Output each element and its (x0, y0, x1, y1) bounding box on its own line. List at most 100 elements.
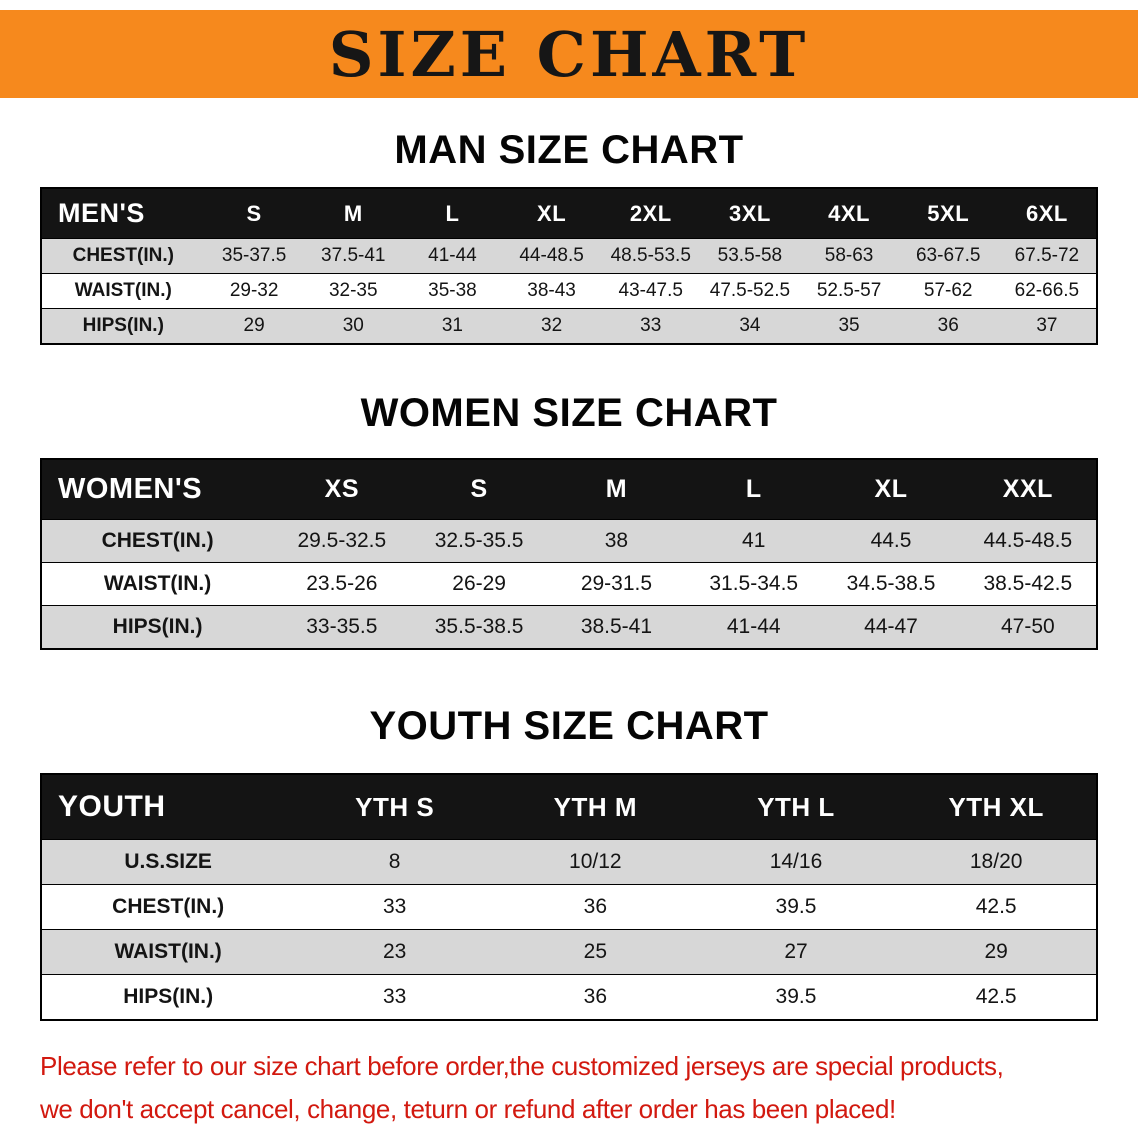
row-label: HIPS(IN.) (41, 308, 205, 344)
row-label: CHEST(IN.) (41, 238, 205, 274)
size-value-cell: 18/20 (896, 839, 1097, 885)
size-value-cell: 29.5-32.5 (273, 519, 411, 563)
size-value-cell: 35-37.5 (204, 238, 304, 274)
size-value-cell: 41-44 (402, 238, 503, 274)
size-value-cell: 39.5 (695, 884, 897, 930)
size-table: MEN'S S M L XL 2XL 3XL 4XL 5XL 6XL CHEST(IN.) 35-37… (40, 187, 1098, 345)
size-value-cell: 35 (799, 308, 899, 344)
youth-size-table: YOUTH YTH S YTH M YTH L YTH XL U.S.SIZE 8 10/12… (40, 773, 1098, 1021)
size-value-cell: 36 (494, 974, 696, 1020)
size-value-cell: 44.5-48.5 (959, 519, 1097, 563)
size-value-cell: 38-43 (502, 273, 602, 309)
row-label: CHEST(IN.) (41, 519, 274, 563)
disclaimer-line-2: we don't accept cancel, change, teturn o… (40, 1094, 896, 1125)
table-corner-label: WOMEN'S (41, 459, 274, 520)
women-size-chart-section: WOMEN SIZE CHART WOMEN'S XS S M L XL XXL CHEST(… (0, 391, 1138, 650)
size-column-header: 3XL (700, 188, 800, 239)
size-column-header: M (303, 188, 403, 239)
size-table: WOMEN'S XS S M L XL XXL CHEST(IN.) 29.5-32.5 32.5… (40, 458, 1098, 650)
size-value-cell: 44-48.5 (502, 238, 602, 274)
size-table-header-row: MEN'S S M L XL 2XL 3XL 4XL 5XL 6XL (41, 188, 1097, 239)
size-value-cell: 37 (997, 308, 1097, 344)
size-column-header: 5XL (898, 188, 998, 239)
size-value-cell: 31.5-34.5 (685, 562, 823, 606)
size-value-cell: 47.5-52.5 (700, 273, 800, 309)
size-chart-page: SIZE CHART MAN SIZE CHART MEN'S S M L XL 2XL 3… (0, 10, 1138, 1127)
size-value-cell: 38.5-42.5 (959, 562, 1097, 606)
size-value-cell: 42.5 (896, 884, 1097, 930)
row-label: WAIST(IN.) (41, 273, 205, 309)
row-label: CHEST(IN.) (41, 884, 295, 930)
size-value-cell: 48.5-53.5 (601, 238, 701, 274)
size-value-cell: 33 (294, 974, 495, 1020)
table-row: WAIST(IN.) 23 25 27 29 (41, 929, 1097, 975)
size-value-cell: 41-44 (685, 605, 823, 649)
man-size-chart-heading: MAN SIZE CHART (394, 128, 744, 172)
size-column-header: 2XL (601, 188, 701, 239)
size-column-header: L (685, 459, 823, 520)
size-value-cell: 33 (294, 884, 495, 930)
size-value-cell: 27 (695, 929, 897, 975)
size-column-header: XXL (959, 459, 1097, 520)
size-value-cell: 57-62 (898, 273, 998, 309)
table-row: CHEST(IN.) 29.5-32.5 32.5-35.5 38 41 44.5 44.5… (41, 519, 1097, 563)
table-corner-label: MEN'S (41, 188, 205, 239)
size-value-cell: 29-32 (204, 273, 304, 309)
size-value-cell: 32-35 (303, 273, 403, 309)
size-value-cell: 63-67.5 (898, 238, 998, 274)
row-label: WAIST(IN.) (41, 562, 274, 606)
size-column-header: XL (822, 459, 960, 520)
table-row: CHEST(IN.) 35-37.5 37.5-41 41-44 44-48.5 48.5… (41, 238, 1097, 274)
size-value-cell: 14/16 (695, 839, 897, 885)
size-column-header: S (204, 188, 304, 239)
size-value-cell: 44.5 (822, 519, 960, 563)
size-value-cell: 47-50 (959, 605, 1097, 649)
row-label: U.S.SIZE (41, 839, 295, 885)
youth-size-chart-section: YOUTH SIZE CHART YOUTH YTH S YTH M YTH L YTH… (0, 704, 1138, 1021)
size-value-cell: 43-47.5 (601, 273, 701, 309)
size-value-cell: 38 (547, 519, 686, 563)
size-value-cell: 29 (896, 929, 1097, 975)
size-value-cell: 42.5 (896, 974, 1097, 1020)
size-column-header: YTH XL (896, 774, 1097, 840)
size-column-header: 6XL (997, 188, 1097, 239)
size-value-cell: 53.5-58 (700, 238, 800, 274)
size-column-header: L (402, 188, 503, 239)
women-size-chart-heading: WOMEN SIZE CHART (360, 391, 778, 435)
size-value-cell: 33-35.5 (273, 605, 411, 649)
row-label: WAIST(IN.) (41, 929, 295, 975)
size-value-cell: 35.5-38.5 (410, 605, 548, 649)
size-value-cell: 26-29 (410, 562, 548, 606)
size-value-cell: 41 (685, 519, 823, 563)
mens-size-table: MEN'S S M L XL 2XL 3XL 4XL 5XL 6XL CHEST(IN.) 35-37… (40, 187, 1098, 345)
size-value-cell: 52.5-57 (799, 273, 899, 309)
size-column-header: XS (273, 459, 411, 520)
size-value-cell: 38.5-41 (547, 605, 686, 649)
size-value-cell: 29 (204, 308, 304, 344)
size-value-cell: 23 (294, 929, 495, 975)
youth-size-chart-heading: YOUTH SIZE CHART (369, 704, 769, 748)
size-column-header: YTH M (494, 774, 696, 840)
size-value-cell: 44-47 (822, 605, 960, 649)
size-value-cell: 25 (494, 929, 696, 975)
size-chart-title: SIZE CHART (328, 17, 810, 91)
size-value-cell: 58-63 (799, 238, 899, 274)
size-column-header: 4XL (799, 188, 899, 239)
disclaimer: Please refer to our size chart before or… (40, 1049, 1098, 1127)
size-column-header: YTH L (695, 774, 897, 840)
disclaimer-line-1: Please refer to our size chart before or… (40, 1051, 1004, 1081)
size-value-cell: 29-31.5 (547, 562, 686, 606)
size-value-cell: 35-38 (402, 273, 503, 309)
size-value-cell: 33 (601, 308, 701, 344)
size-value-cell: 39.5 (695, 974, 897, 1020)
size-column-header: S (410, 459, 548, 520)
size-value-cell: 34 (700, 308, 800, 344)
size-table-header-row: YOUTH YTH S YTH M YTH L YTH XL (41, 774, 1097, 840)
size-value-cell: 10/12 (494, 839, 696, 885)
table-corner-label: YOUTH (41, 774, 295, 840)
size-table-header-row: WOMEN'S XS S M L XL XXL (41, 459, 1097, 520)
table-row: HIPS(IN.) 33-35.5 35.5-38.5 38.5-41 41-44 44-… (41, 605, 1097, 649)
size-value-cell: 30 (303, 308, 403, 344)
size-column-header: YTH S (294, 774, 495, 840)
row-label: HIPS(IN.) (41, 605, 274, 649)
